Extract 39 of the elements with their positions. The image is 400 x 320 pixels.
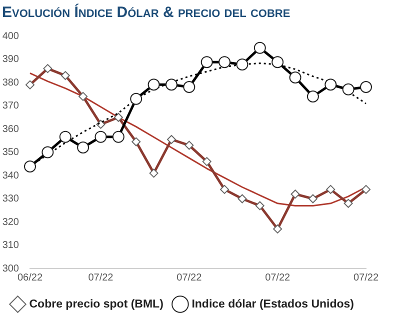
y-tick-label: 390 bbox=[2, 54, 20, 65]
y-tick-label: 360 bbox=[2, 124, 20, 135]
y-tick-label: 310 bbox=[2, 240, 20, 251]
point bbox=[24, 160, 36, 172]
point bbox=[148, 78, 160, 91]
x-tick-label: 07/22 bbox=[353, 272, 379, 284]
point bbox=[183, 81, 196, 94]
point bbox=[112, 130, 124, 143]
y-tick-label: 350 bbox=[2, 147, 20, 158]
x-tick-label: 06/22 bbox=[17, 272, 43, 284]
y-tick-label: 300 bbox=[2, 263, 20, 274]
point bbox=[342, 83, 354, 96]
point bbox=[42, 146, 54, 158]
chart-title: Evolución Índice Dólar & precio del cobre bbox=[1, 2, 292, 23]
point bbox=[272, 56, 284, 68]
x-tick-label: 07/22 bbox=[88, 272, 114, 284]
point bbox=[324, 78, 337, 91]
point bbox=[218, 56, 231, 68]
y-tick-label: 340 bbox=[2, 170, 20, 182]
point bbox=[165, 78, 178, 91]
point bbox=[130, 92, 142, 105]
point bbox=[59, 130, 72, 143]
y-tick-label: 400 bbox=[2, 30, 20, 42]
legend-label: Indice dólar (Estados Unidos) bbox=[192, 298, 354, 310]
legend-label: Cobre precio spot (BML) bbox=[29, 298, 164, 310]
point bbox=[306, 90, 319, 102]
x-tick-label: 07/22 bbox=[176, 272, 202, 284]
y-tick-label: 330 bbox=[2, 194, 20, 204]
point bbox=[236, 58, 248, 70]
point bbox=[360, 81, 372, 94]
point bbox=[200, 56, 213, 68]
y-tick-label: 320 bbox=[2, 216, 20, 228]
point bbox=[289, 72, 302, 84]
x-tick-label: 07/22 bbox=[265, 272, 291, 284]
point bbox=[254, 42, 266, 54]
point bbox=[77, 142, 90, 154]
y-tick-label: 380 bbox=[2, 77, 20, 88]
point bbox=[94, 130, 107, 143]
y-tick-label: 370 bbox=[2, 100, 20, 112]
